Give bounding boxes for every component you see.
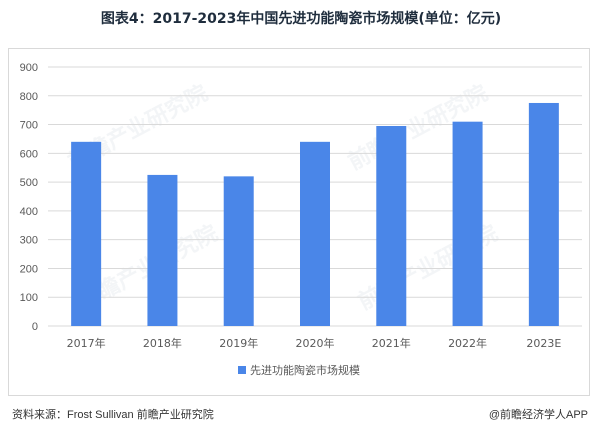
y-tick-label: 500 [20,177,38,189]
x-tick-label: 2021年 [372,336,411,350]
bar [147,174,178,326]
x-tick-label: 2022年 [448,336,487,350]
brand-credit: @前瞻经济学人APP [488,409,588,421]
y-tick-label: 0 [32,321,38,333]
y-axis-ticks: 0 100 200 300 400 500 600 700 800 900 [20,62,38,333]
x-tick-label: 2018年 [143,336,182,350]
bar [223,176,254,326]
y-tick-label: 200 [20,263,38,275]
chart-frame [8,48,590,396]
bar [452,121,483,326]
y-tick-label: 700 [20,120,38,132]
source-note: 资料来源：Frost Sullivan 前瞻产业研究院 [12,409,214,421]
y-tick-label: 600 [20,148,38,160]
bar [376,125,407,326]
bar [528,102,559,326]
bar [300,141,330,326]
bar [71,141,102,326]
x-tick-label: 2023E [526,337,561,350]
y-tick-label: 100 [20,292,38,304]
x-tick-label: 2017年 [67,336,106,350]
chart-title: 图表4：2017-2023年中国先进功能陶瓷市场规模(单位：亿元) [100,11,502,27]
y-tick-label: 800 [20,91,38,103]
y-tick-label: 900 [20,62,38,74]
x-tick-label: 2020年 [296,336,335,350]
y-tick-label: 400 [20,206,38,218]
legend: 先进功能陶瓷市场规模 [238,363,360,377]
y-tick-label: 300 [20,235,38,247]
bars [71,102,559,326]
legend-label: 先进功能陶瓷市场规模 [250,363,360,377]
legend-swatch [238,366,246,374]
x-tick-label: 2019年 [219,336,258,350]
x-axis-ticks: 2017年 2018年 2019年 2020年 2021年 2022年 2023E [67,336,562,350]
